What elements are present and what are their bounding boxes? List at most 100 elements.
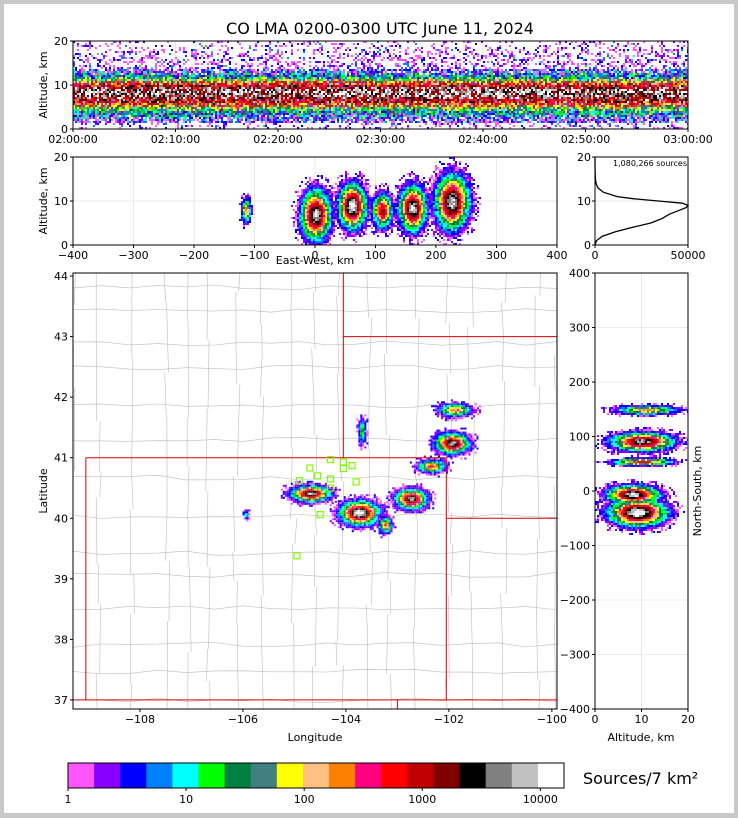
time-height-cell — [297, 105, 299, 107]
time-height-cell — [279, 105, 281, 107]
time-height-cell — [299, 87, 301, 89]
time-height-cell — [77, 103, 79, 105]
time-height-cell — [363, 59, 365, 61]
time-height-cell — [211, 99, 213, 101]
time-height-cell — [139, 85, 141, 87]
time-height-cell — [381, 89, 383, 91]
time-height-cell — [255, 95, 257, 97]
time-height-cell — [245, 71, 247, 73]
time-height-cell — [275, 69, 277, 71]
time-height-cell — [235, 103, 237, 105]
time-height-cell — [129, 51, 131, 53]
time-height-cell — [169, 81, 171, 83]
time-height-cell — [281, 69, 283, 71]
time-height-cell — [117, 69, 119, 71]
time-height-cell — [363, 63, 365, 65]
time-height-cell — [129, 105, 131, 107]
time-height-cell — [389, 115, 391, 117]
time-height-cell — [339, 77, 341, 79]
time-height-cell — [373, 121, 375, 123]
time-height-cell — [377, 85, 379, 87]
time-height-cell — [113, 79, 115, 81]
time-height-cell — [271, 91, 273, 93]
time-height-cell — [359, 115, 361, 117]
time-height-cell — [391, 73, 393, 75]
time-height-cell — [373, 83, 375, 85]
time-height-cell — [373, 59, 375, 61]
time-height-cell — [379, 79, 381, 81]
time-height-cell — [197, 119, 199, 121]
time-height-cell — [395, 75, 397, 77]
time-height-cell — [259, 97, 261, 99]
time-height-cell — [75, 75, 77, 77]
time-height-cell — [289, 91, 291, 93]
time-height-cell — [397, 123, 399, 125]
time-height-cell — [261, 109, 263, 111]
time-height-cell — [105, 85, 107, 87]
time-height-cell — [399, 65, 401, 67]
time-height-cell — [197, 109, 199, 111]
time-height-cell — [77, 45, 79, 47]
time-height-cell — [83, 99, 85, 101]
time-height-cell — [351, 89, 353, 91]
time-height-cell — [257, 71, 259, 73]
time-height-cell — [243, 77, 245, 79]
time-height-cell — [377, 105, 379, 107]
time-height-cell — [353, 91, 355, 93]
time-height-cell — [109, 115, 111, 117]
time-height-cell — [343, 77, 345, 79]
time-height-cell — [289, 107, 291, 109]
time-height-cell — [261, 105, 263, 107]
time-height-cell — [203, 117, 205, 119]
time-height-cell — [213, 103, 215, 105]
time-height-cell — [91, 83, 93, 85]
time-height-cell — [365, 123, 367, 125]
time-height-cell — [279, 55, 281, 57]
time-height-cell — [167, 95, 169, 97]
time-height-cell — [161, 115, 163, 117]
time-height-cell — [233, 99, 235, 101]
time-height-cell — [301, 117, 303, 119]
time-height-cell — [281, 79, 283, 81]
time-height-cell — [355, 93, 357, 95]
time-height-cell — [149, 73, 151, 75]
time-height-cell — [149, 79, 151, 81]
time-height-cell — [329, 81, 331, 83]
time-height-cell — [219, 71, 221, 73]
time-height-cell — [329, 89, 331, 91]
time-height-cell — [261, 117, 263, 119]
time-height-cell — [157, 89, 159, 91]
time-height-cell — [293, 73, 295, 75]
time-height-cell — [195, 103, 197, 105]
time-height-cell — [297, 99, 299, 101]
time-height-cell — [221, 45, 223, 47]
time-height-cell — [85, 73, 87, 75]
time-height-cell — [151, 67, 153, 69]
time-height-cell — [159, 121, 161, 123]
time-height-cell — [219, 73, 221, 75]
time-height-cell — [197, 87, 199, 89]
time-height-cell — [75, 89, 77, 91]
time-height-cell — [349, 113, 351, 115]
time-height-cell — [87, 45, 89, 47]
time-height-cell — [229, 63, 231, 65]
time-height-cell — [383, 117, 385, 119]
time-height-cell — [219, 101, 221, 103]
time-height-cell — [171, 121, 173, 123]
time-height-cell — [171, 71, 173, 73]
time-height-cell — [219, 69, 221, 71]
time-height-cell — [245, 77, 247, 79]
time-height-cell — [117, 101, 119, 103]
time-height-cell — [81, 79, 83, 81]
time-height-cell — [83, 87, 85, 89]
time-height-cell — [299, 101, 301, 103]
time-height-cell — [83, 103, 85, 105]
time-height-cell — [159, 83, 161, 85]
time-height-cell — [309, 65, 311, 67]
time-height-cell — [363, 111, 365, 113]
time-height-cell — [353, 95, 355, 97]
time-height-cell — [235, 63, 237, 65]
time-height-cell — [187, 71, 189, 73]
time-height-cell — [367, 83, 369, 85]
time-height-cell — [397, 111, 399, 113]
